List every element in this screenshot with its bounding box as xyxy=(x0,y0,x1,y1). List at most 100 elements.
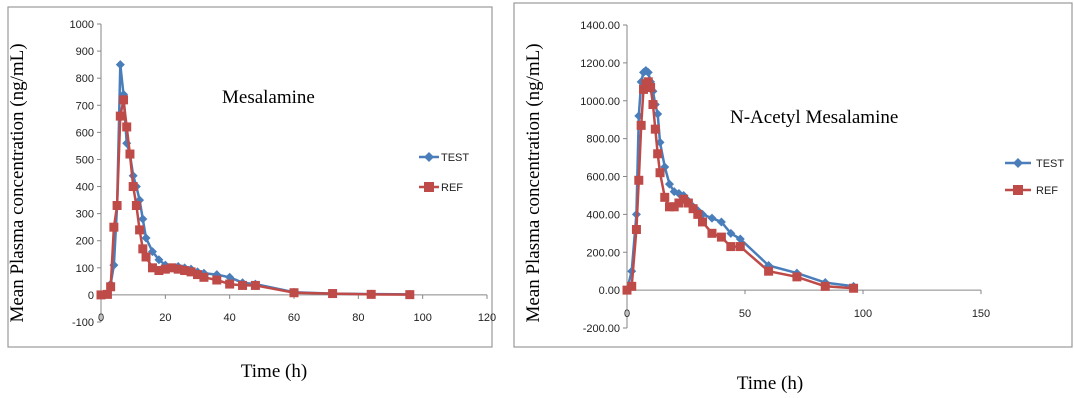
chart-2-point-test xyxy=(726,228,736,238)
chart-1-point-test xyxy=(154,255,164,265)
chart-1-point-test xyxy=(122,138,132,148)
chart-2-point-ref xyxy=(726,242,736,252)
chart-2-x-tick-label: 50 xyxy=(739,308,751,320)
chart-1-ylabel: Mean Plasma concentration (ng/mL) xyxy=(7,43,28,322)
chart-1-y-tick-label: 900 xyxy=(76,46,94,58)
chart-1-point-ref xyxy=(212,275,222,285)
chart-2-y-tick-label: 1200.00 xyxy=(580,58,620,70)
chart-1-point-ref xyxy=(199,272,209,282)
chart-2-point-ref xyxy=(674,198,684,208)
chart-1-point-ref xyxy=(193,270,202,280)
chart-1-point-ref xyxy=(141,252,151,262)
chart-1-point-ref xyxy=(115,111,125,121)
chart-2-point-ref xyxy=(646,82,656,92)
chart-2-legend-test-label: TEST xyxy=(1036,158,1064,170)
chart-1-y-tick-label: 200 xyxy=(76,236,94,248)
chart-2-point-ref xyxy=(639,84,649,94)
chart-1-legend: TEST REF xyxy=(419,152,469,194)
chart-2-point-ref xyxy=(648,100,658,110)
chart-2-legend-ref-label: REF xyxy=(1036,185,1058,197)
chart-1-legend-ref-marker xyxy=(424,182,434,192)
chart-1-point-ref xyxy=(250,280,260,290)
chart-2-point-test xyxy=(707,213,717,223)
chart-2-point-ref xyxy=(643,77,653,87)
chart-1-point-ref xyxy=(366,289,376,299)
chart-1-x-tick-label: 40 xyxy=(224,312,236,324)
chart-2-point-ref xyxy=(679,194,689,204)
chart-1: Mean Plasma concentration (ng/mL) Time (… xyxy=(7,19,496,382)
chart-2-point-ref xyxy=(636,120,646,130)
chart-2-point-ref xyxy=(716,232,726,242)
chart-1-xlabel: Time (h) xyxy=(241,361,307,382)
chart-2-point-ref xyxy=(631,225,641,235)
chart-2-point-ref xyxy=(655,168,665,178)
chart-1-x-tick-label: 20 xyxy=(159,312,171,324)
chart-1-point-ref xyxy=(180,266,190,276)
chart-2-xlabel: Time (h) xyxy=(737,373,803,394)
chart-2-legend-test-marker xyxy=(1013,158,1023,168)
chart-1-axes: -100 0 100 200 300 400 500 600 700 800 900 1000 0 20 4… xyxy=(70,19,497,329)
chart-1-annotation: Mesalamine xyxy=(222,87,315,108)
chart-2-point-ref xyxy=(849,283,859,293)
chart-2-axes: -200.00 0.00 200.00 400.00 600.00 800.00 1000.… xyxy=(580,20,990,335)
chart-2-y-tick-label: 400.00 xyxy=(586,209,620,221)
chart-2-y-tick-label: 800.00 xyxy=(586,134,620,146)
chart-1-y-tick-label: 600 xyxy=(76,127,94,139)
chart-1-point-test xyxy=(138,214,148,224)
chart-2-point-test xyxy=(653,109,663,119)
chart-2-y-tick-label: 0.00 xyxy=(599,285,620,297)
chart-2-x-tick-label: 100 xyxy=(854,308,872,320)
chart-2-ylabel: Mean Plasma concentration (ng/mL) xyxy=(523,43,544,322)
chart-2-point-ref xyxy=(622,285,632,295)
chart-2-x-tick-label: 150 xyxy=(972,308,990,320)
chart-1-point-ref xyxy=(96,290,106,300)
chart-1-legend-ref-label: REF xyxy=(441,182,463,194)
chart-1-point-ref xyxy=(160,264,170,274)
chart-1-point-ref xyxy=(106,282,116,292)
chart-1-point-ref xyxy=(238,280,248,290)
chart-1-point-ref xyxy=(125,149,135,159)
chart-1-y-tick-label: 500 xyxy=(76,154,94,166)
chart-2-point-ref xyxy=(627,281,637,291)
chart-2-point-ref xyxy=(764,266,774,276)
chart-2-y-tick-label: 1400.00 xyxy=(580,20,620,32)
chart-1-point-ref xyxy=(135,225,145,235)
chart-1-x-tick-label: 0 xyxy=(98,312,104,324)
chart-2-y-tick-label: -200.00 xyxy=(583,323,620,335)
chart-1-legend-test-marker xyxy=(424,152,434,162)
chart-2-point-ref xyxy=(693,209,703,219)
chart-1-point-ref xyxy=(112,201,122,211)
chart-1-y-tick-label: 300 xyxy=(76,209,94,221)
chart-1-point-test xyxy=(115,60,125,70)
chart-1-legend-test-label: TEST xyxy=(441,152,469,164)
chart-2-point-ref xyxy=(698,217,708,227)
chart-2-y-tick-label: 200.00 xyxy=(586,247,620,259)
chart-2-point-ref xyxy=(660,192,670,202)
chart-2-point-ref xyxy=(792,272,802,282)
chart-1-point-ref xyxy=(173,264,183,274)
chart-2-point-ref xyxy=(820,281,830,291)
chart-2-legend: TEST REF xyxy=(1005,158,1064,197)
chart-1-point-test xyxy=(225,272,235,282)
chart-1-point-ref xyxy=(102,289,112,299)
chart-2-point-test xyxy=(664,179,674,189)
chart-1-point-ref xyxy=(289,288,299,298)
chart-1-x-tick-label: 60 xyxy=(288,312,300,324)
chart-1-point-ref xyxy=(138,244,148,254)
chart-2-point-test xyxy=(735,234,745,244)
chart-1-point-ref xyxy=(131,201,141,211)
chart-2-point-test xyxy=(716,217,726,227)
chart-1-point-ref xyxy=(186,267,196,277)
chart-1-point-ref xyxy=(154,266,164,276)
chart-1-y-tick-label: 400 xyxy=(76,182,94,194)
chart-1-x-tick-label: 120 xyxy=(478,312,496,324)
chart-2-point-ref xyxy=(653,149,663,159)
chart-2-y-tick-label: 1000.00 xyxy=(580,96,620,108)
chart-2-y-tick-label: 600.00 xyxy=(586,172,620,184)
chart-1-y-tick-label: 700 xyxy=(76,100,94,112)
chart-1-y-tick-label: -100 xyxy=(72,317,94,329)
chart-1-x-tick-label: 80 xyxy=(352,312,364,324)
chart-2-annotation: N-Acetyl Mesalamine xyxy=(730,107,898,128)
chart-2-point-ref xyxy=(664,202,674,212)
